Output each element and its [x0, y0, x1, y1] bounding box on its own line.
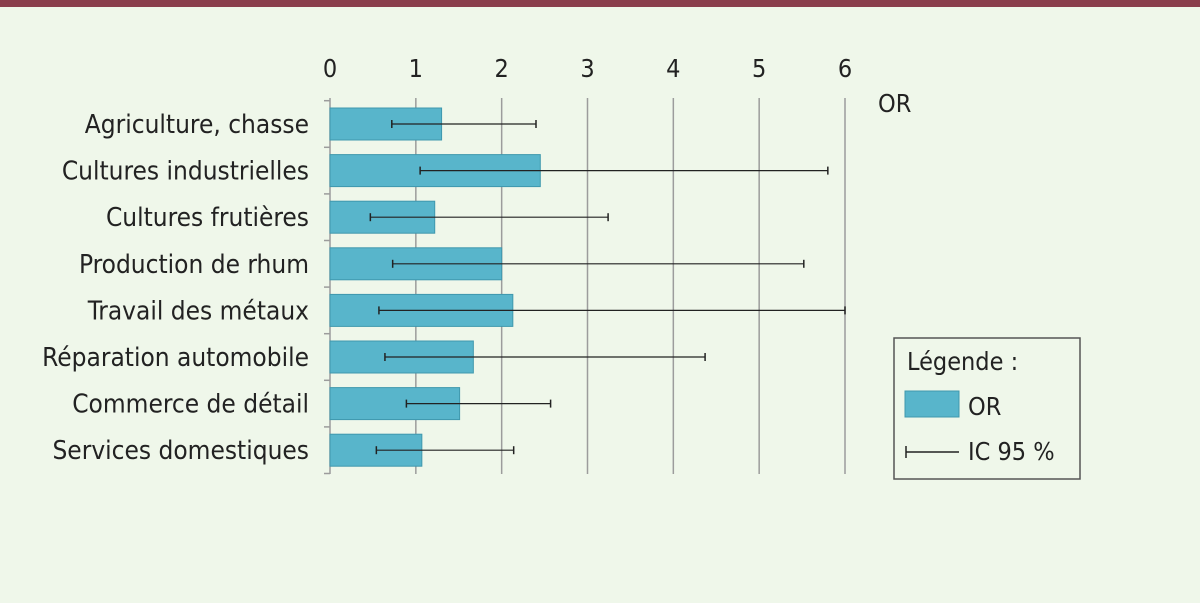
top-rule [0, 0, 1200, 7]
legend-box [893, 337, 1081, 480]
category-labels: Agriculture, chasse Cultures industrielle… [42, 110, 309, 466]
error-bar [405, 399, 552, 408]
legend-label-ci: IC 95 % [968, 437, 1055, 466]
x-tick-label: 4 [666, 54, 680, 83]
category-label: Cultures industrielles [62, 157, 309, 187]
legend: Légende : OR IC 95 % [893, 337, 1081, 480]
x-tick-label: 0 [323, 54, 337, 83]
error-bar [378, 306, 846, 315]
x-tick-label: 3 [580, 54, 594, 83]
category-label: Cultures frutières [106, 203, 309, 233]
tick-labels: 0 1 2 3 4 5 6 [323, 54, 852, 83]
legend-swatch-or [904, 390, 960, 418]
error-bars [369, 120, 846, 455]
x-tick-label: 6 [838, 54, 852, 83]
axis [324, 98, 331, 475]
category-label: Services domestiques [52, 436, 309, 466]
category-label: Commerce de détail [72, 390, 309, 420]
x-tick-label: 2 [495, 54, 509, 83]
x-tick-label: 1 [409, 54, 423, 83]
error-bar [391, 259, 805, 268]
legend-title: Légende : [907, 347, 1018, 376]
error-bar [419, 166, 829, 175]
bars [329, 107, 541, 467]
category-label: Réparation automobile [42, 343, 309, 373]
x-unit-label: OR [878, 89, 911, 118]
legend-errorbar-icon [905, 446, 959, 458]
category-label: Agriculture, chasse [85, 110, 309, 140]
error-bar [369, 213, 609, 222]
x-tick-label: 5 [752, 54, 766, 83]
error-bar [384, 353, 706, 361]
error-bar [375, 446, 515, 455]
category-label: Travail des métaux [87, 296, 309, 326]
category-label: Production de rhum [79, 250, 309, 280]
legend-label-or: OR [968, 392, 1001, 421]
error-bar [391, 120, 537, 128]
